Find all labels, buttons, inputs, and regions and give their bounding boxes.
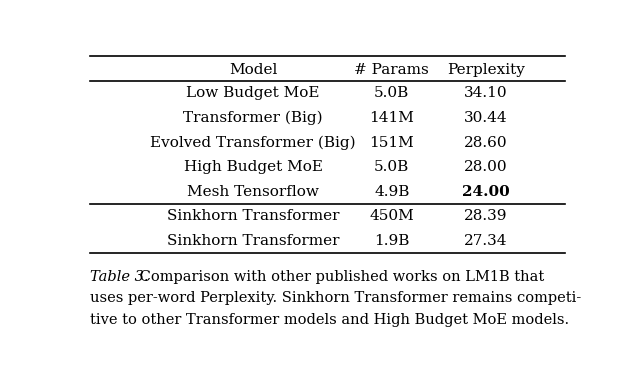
Text: # Params: # Params bbox=[355, 63, 429, 77]
Text: 28.39: 28.39 bbox=[464, 209, 508, 223]
Text: tive to other Transformer models and High Budget MoE models.: tive to other Transformer models and Hig… bbox=[89, 313, 569, 327]
Text: 28.00: 28.00 bbox=[464, 160, 508, 174]
Text: 24.00: 24.00 bbox=[462, 185, 510, 199]
Text: Transformer (Big): Transformer (Big) bbox=[183, 111, 323, 125]
Text: Table 3.: Table 3. bbox=[89, 270, 148, 284]
Text: Perplexity: Perplexity bbox=[447, 63, 525, 77]
Text: 141M: 141M bbox=[369, 111, 414, 125]
Text: 450M: 450M bbox=[369, 209, 414, 223]
Text: 4.9B: 4.9B bbox=[374, 185, 410, 199]
Text: Sinkhorn Transformer: Sinkhorn Transformer bbox=[167, 234, 339, 248]
Text: 5.0B: 5.0B bbox=[374, 86, 410, 100]
Text: 151M: 151M bbox=[369, 135, 414, 149]
Text: Mesh Tensorflow: Mesh Tensorflow bbox=[187, 185, 319, 199]
Text: 28.60: 28.60 bbox=[464, 135, 508, 149]
Text: Sinkhorn Transformer: Sinkhorn Transformer bbox=[167, 209, 339, 223]
Text: 5.0B: 5.0B bbox=[374, 160, 410, 174]
Text: uses per-word Perplexity. Sinkhorn Transformer remains competi-: uses per-word Perplexity. Sinkhorn Trans… bbox=[89, 291, 581, 305]
Text: 34.10: 34.10 bbox=[464, 86, 508, 100]
Text: High Budget MoE: High Budget MoE bbox=[183, 160, 323, 174]
Text: Model: Model bbox=[229, 63, 277, 77]
Text: 1.9B: 1.9B bbox=[374, 234, 410, 248]
Text: 30.44: 30.44 bbox=[464, 111, 508, 125]
Text: 27.34: 27.34 bbox=[464, 234, 508, 248]
Text: Comparison with other published works on LM1B that: Comparison with other published works on… bbox=[135, 270, 544, 284]
Text: Evolved Transformer (Big): Evolved Transformer (Big) bbox=[150, 135, 356, 150]
Text: Low Budget MoE: Low Budget MoE bbox=[187, 86, 320, 100]
